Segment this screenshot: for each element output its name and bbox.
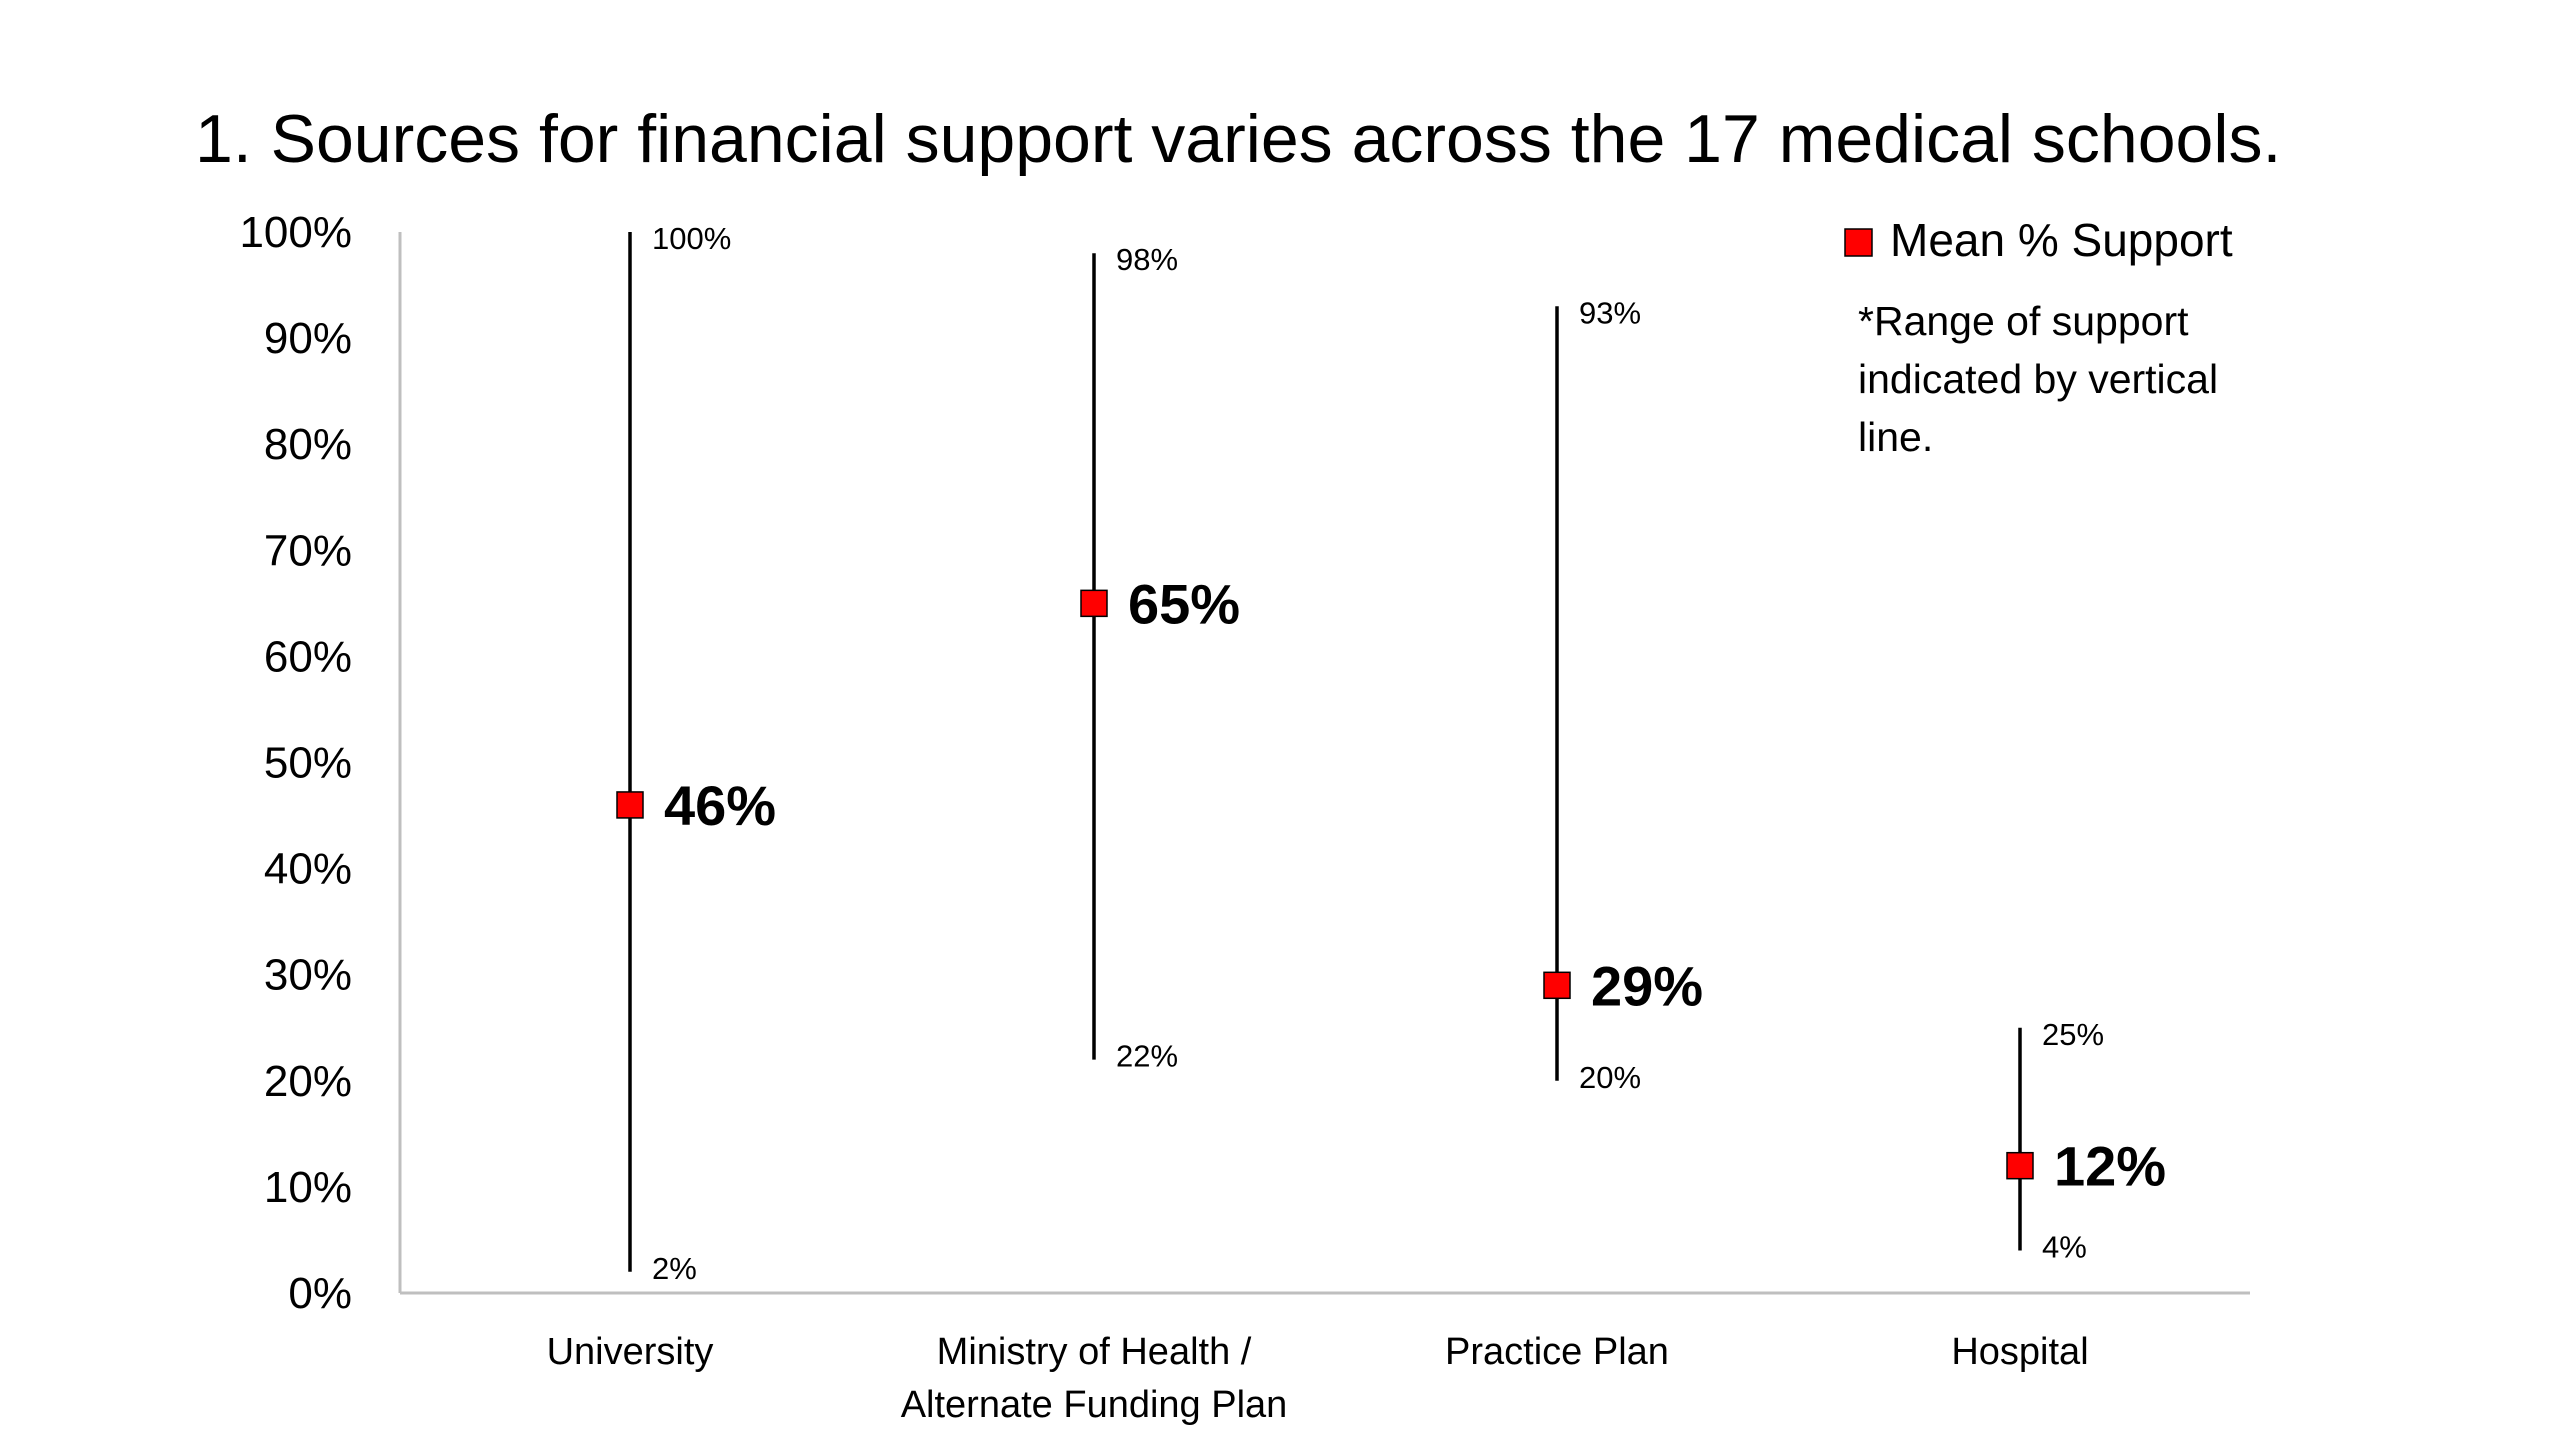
x-category-label: Practice Plan — [1445, 1331, 1669, 1373]
x-category-label: Alternate Funding Plan — [901, 1384, 1288, 1426]
chart-title: 1. Sources for financial support varies … — [195, 101, 2281, 177]
legend-note-line: line. — [1858, 414, 1933, 460]
mean-marker — [1543, 971, 1571, 1000]
range-lines: 100% 2% 98% 22% 93% 20% 25% 4% — [628, 221, 2104, 1286]
y-tick-label: 90% — [264, 314, 352, 363]
y-tick-label: 30% — [264, 951, 352, 1000]
legend-note-line: indicated by vertical — [1858, 356, 2218, 402]
y-tick-label: 100% — [239, 208, 352, 257]
mean-value-label: 12% — [2054, 1135, 2166, 1198]
range-max-label: 93% — [1579, 295, 1641, 330]
y-tick-label: 10% — [264, 1163, 352, 1212]
legend: Mean % Support *Range of support indicate… — [1844, 214, 2233, 460]
x-axis-category-labels: University Ministry of Health / Alternate … — [547, 1331, 2089, 1426]
range-min-label: 4% — [2042, 1230, 2087, 1265]
range-min-label: 22% — [1116, 1039, 1178, 1074]
mean-value-label: 29% — [1591, 954, 1703, 1017]
legend-note: *Range of support indicated by vertical li… — [1858, 298, 2218, 460]
y-axis-tick-labels: 0% 10% 20% 30% 40% 50% 60% 70% 80% 90% 100% — [239, 208, 352, 1318]
y-tick-label: 20% — [264, 1057, 352, 1106]
y-tick-label: 60% — [264, 632, 352, 681]
legend-label-mean: Mean % Support — [1890, 214, 2233, 266]
y-tick-label: 40% — [264, 845, 352, 894]
mean-marker — [616, 791, 644, 819]
legend-swatch-mean — [1844, 228, 1873, 257]
mean-marker — [2006, 1151, 2034, 1180]
x-category-label: University — [547, 1331, 714, 1373]
range-min-label: 2% — [652, 1251, 697, 1286]
axes — [398, 232, 2250, 1295]
legend-note-line: *Range of support — [1858, 298, 2189, 344]
range-min-label: 20% — [1579, 1060, 1641, 1095]
mean-value-label: 65% — [1128, 572, 1240, 635]
mean-marker — [1080, 589, 1108, 618]
x-category-label: Hospital — [1951, 1331, 2088, 1373]
y-tick-label: 80% — [264, 420, 352, 469]
range-max-label: 25% — [2042, 1017, 2104, 1052]
mean-value-label: 46% — [664, 774, 776, 837]
y-tick-label: 50% — [264, 739, 352, 788]
mean-markers: 46% 65% 29% 12% — [616, 572, 2166, 1198]
y-tick-label: 70% — [264, 526, 352, 575]
range-max-label: 100% — [652, 221, 731, 256]
range-max-label: 98% — [1116, 242, 1178, 277]
x-category-label: Ministry of Health / — [937, 1331, 1252, 1373]
y-tick-label: 0% — [288, 1269, 352, 1318]
